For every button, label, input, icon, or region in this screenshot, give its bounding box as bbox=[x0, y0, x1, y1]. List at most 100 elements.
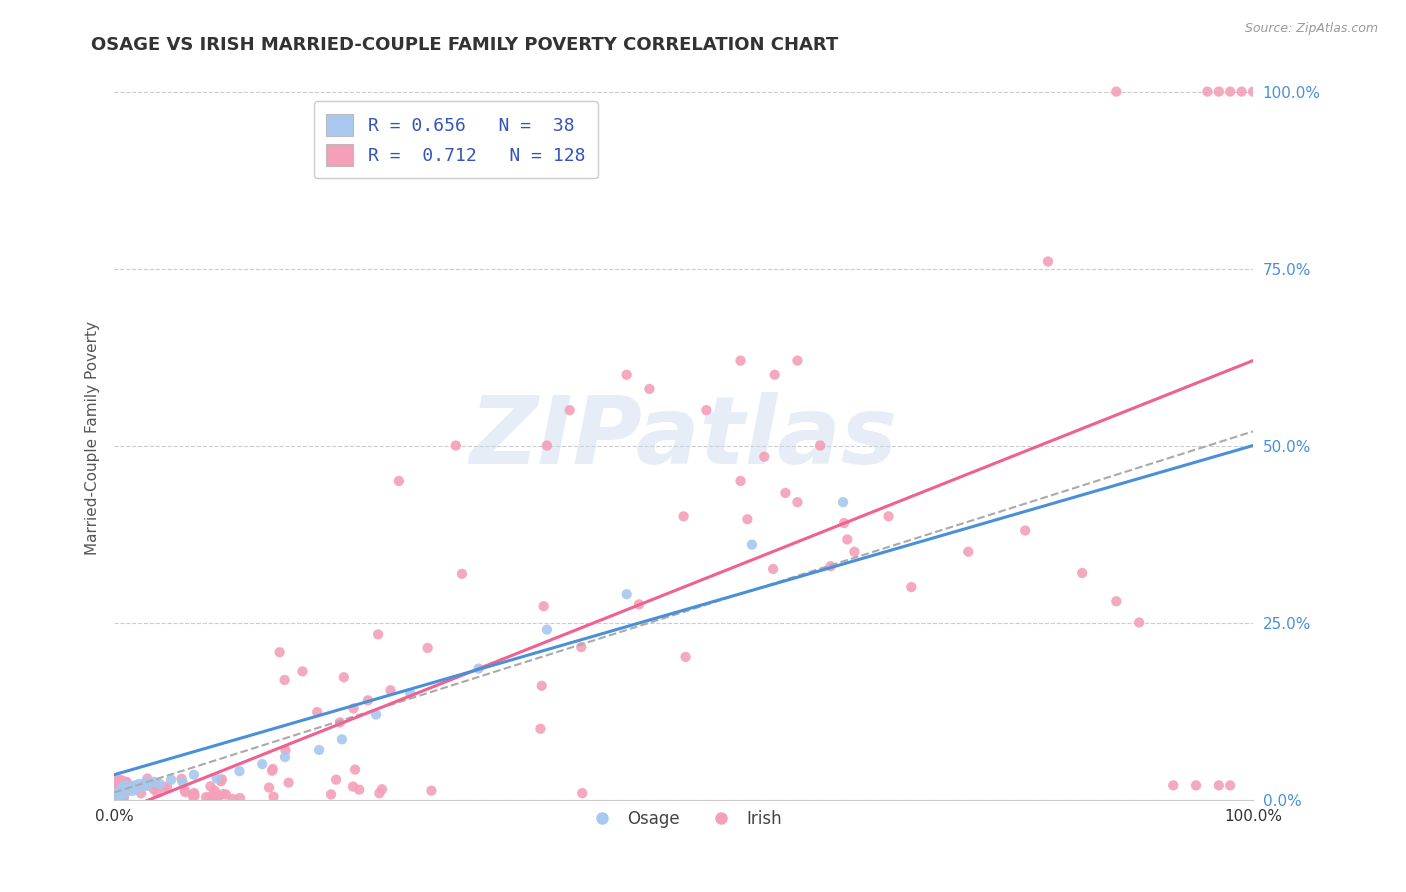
Point bbox=[900, 580, 922, 594]
Point bbox=[262, 764, 284, 778]
Point bbox=[274, 743, 297, 757]
Point bbox=[108, 788, 131, 802]
Point bbox=[107, 785, 129, 799]
Point bbox=[114, 778, 136, 792]
Point bbox=[357, 693, 380, 707]
Point bbox=[108, 779, 131, 793]
Point bbox=[104, 789, 127, 803]
Point bbox=[124, 778, 146, 792]
Point bbox=[1219, 85, 1241, 99]
Point bbox=[111, 773, 134, 788]
Point bbox=[675, 650, 697, 665]
Point bbox=[529, 722, 551, 736]
Point bbox=[571, 786, 593, 800]
Point bbox=[558, 403, 581, 417]
Y-axis label: Married-Couple Family Poverty: Married-Couple Family Poverty bbox=[86, 321, 100, 556]
Point bbox=[117, 782, 139, 797]
Point bbox=[307, 705, 329, 719]
Point bbox=[112, 790, 135, 805]
Point bbox=[145, 777, 167, 791]
Point bbox=[536, 623, 558, 637]
Point bbox=[569, 640, 592, 654]
Point bbox=[112, 790, 135, 805]
Point bbox=[616, 368, 638, 382]
Point bbox=[209, 774, 232, 789]
Point bbox=[195, 790, 218, 805]
Point bbox=[138, 778, 160, 792]
Point bbox=[146, 786, 169, 800]
Point bbox=[277, 775, 299, 789]
Point bbox=[181, 789, 204, 804]
Point bbox=[105, 789, 128, 803]
Point bbox=[105, 778, 128, 792]
Point bbox=[530, 679, 553, 693]
Point bbox=[399, 686, 422, 700]
Point bbox=[105, 787, 128, 801]
Point bbox=[208, 789, 231, 804]
Point bbox=[366, 707, 388, 722]
Point bbox=[763, 368, 786, 382]
Point bbox=[173, 783, 195, 797]
Legend: Osage, Irish: Osage, Irish bbox=[579, 803, 789, 835]
Point bbox=[832, 495, 855, 509]
Point bbox=[741, 538, 763, 552]
Point bbox=[110, 783, 132, 797]
Point bbox=[110, 789, 132, 804]
Point bbox=[416, 640, 439, 655]
Point bbox=[103, 780, 125, 795]
Point bbox=[170, 772, 193, 786]
Point bbox=[775, 486, 797, 500]
Point bbox=[319, 788, 342, 802]
Point bbox=[183, 788, 205, 802]
Point bbox=[156, 780, 179, 794]
Point bbox=[672, 509, 695, 524]
Point bbox=[229, 791, 252, 805]
Point bbox=[114, 785, 136, 799]
Point bbox=[183, 768, 205, 782]
Point bbox=[342, 701, 364, 715]
Point bbox=[228, 764, 250, 779]
Point bbox=[149, 777, 172, 791]
Point bbox=[205, 772, 228, 786]
Point bbox=[349, 782, 371, 797]
Point bbox=[111, 785, 134, 799]
Point bbox=[252, 757, 274, 772]
Point bbox=[107, 789, 129, 803]
Point bbox=[108, 784, 131, 798]
Point bbox=[138, 779, 160, 793]
Point bbox=[104, 791, 127, 805]
Point bbox=[344, 763, 367, 777]
Point bbox=[308, 743, 330, 757]
Point bbox=[837, 533, 859, 547]
Point bbox=[1185, 778, 1208, 792]
Point bbox=[1036, 254, 1059, 268]
Point bbox=[121, 784, 143, 798]
Point bbox=[616, 587, 638, 601]
Point bbox=[1161, 778, 1184, 792]
Point bbox=[221, 792, 243, 806]
Text: Source: ZipAtlas.com: Source: ZipAtlas.com bbox=[1244, 22, 1378, 36]
Point bbox=[820, 559, 842, 574]
Point bbox=[104, 776, 127, 790]
Point bbox=[388, 474, 411, 488]
Point bbox=[325, 772, 347, 787]
Point bbox=[198, 791, 221, 805]
Point bbox=[103, 787, 125, 801]
Point bbox=[139, 778, 162, 792]
Point bbox=[444, 439, 467, 453]
Point bbox=[103, 786, 125, 800]
Point bbox=[183, 789, 205, 803]
Point bbox=[754, 450, 776, 464]
Point bbox=[1230, 85, 1253, 99]
Point bbox=[152, 780, 174, 795]
Point bbox=[1208, 778, 1230, 792]
Point bbox=[269, 645, 291, 659]
Point bbox=[808, 439, 831, 453]
Point bbox=[112, 780, 135, 794]
Point bbox=[1014, 524, 1036, 538]
Point bbox=[762, 562, 785, 576]
Point bbox=[1105, 85, 1128, 99]
Text: OSAGE VS IRISH MARRIED-COUPLE FAMILY POVERTY CORRELATION CHART: OSAGE VS IRISH MARRIED-COUPLE FAMILY POV… bbox=[91, 36, 838, 54]
Point bbox=[273, 673, 295, 687]
Point bbox=[368, 786, 391, 800]
